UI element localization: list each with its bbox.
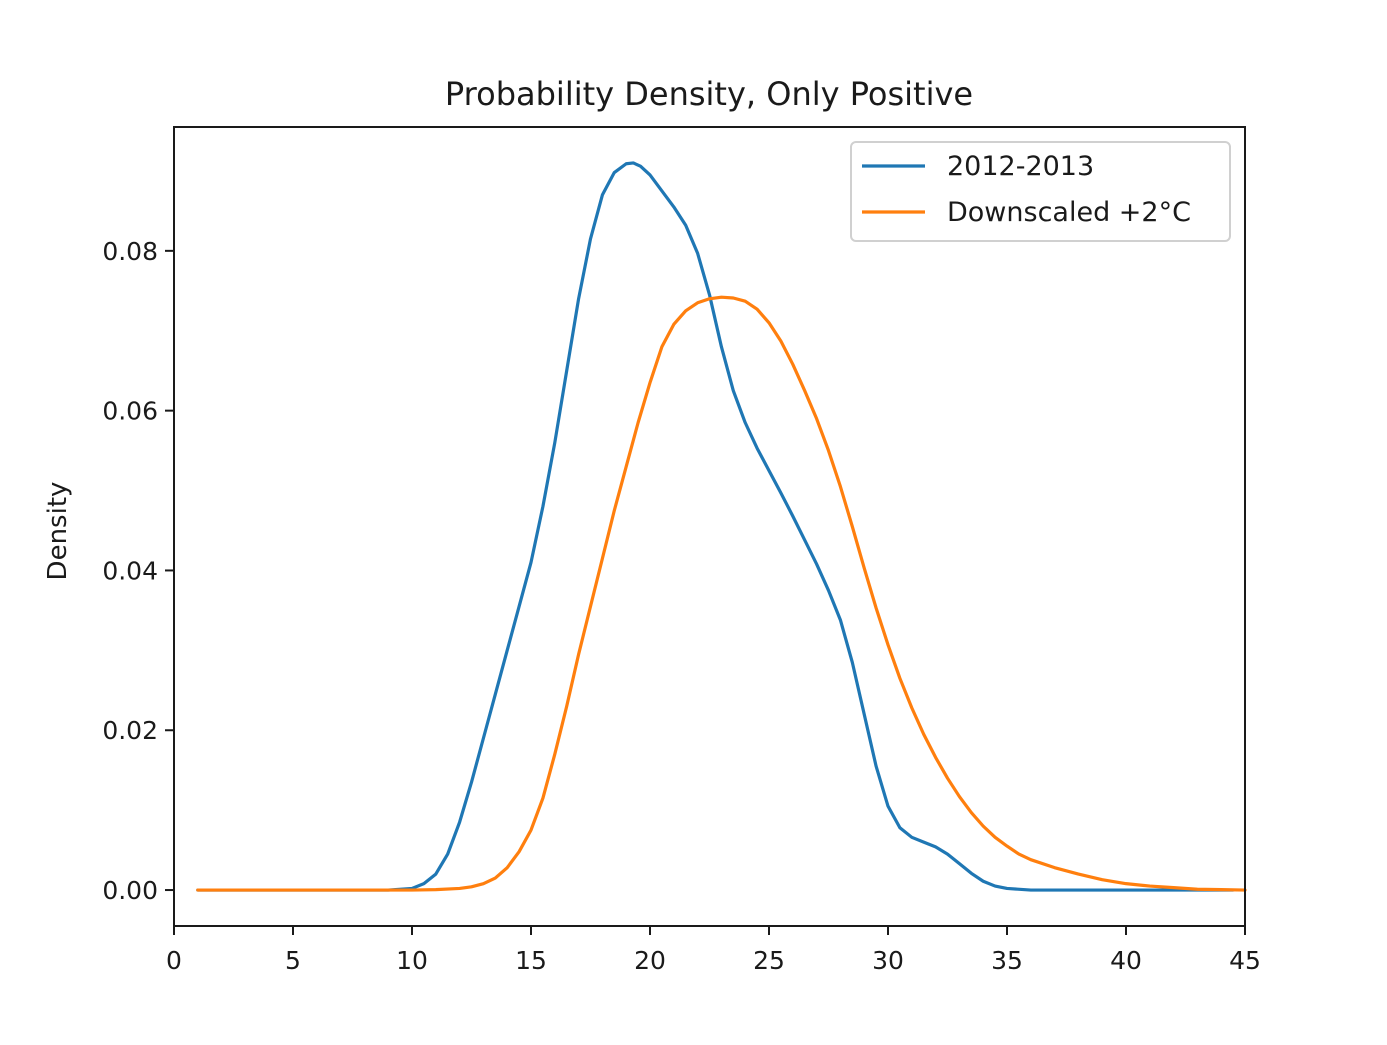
- y-axis-label: Density: [43, 482, 73, 581]
- chart-title: Probability Density, Only Positive: [445, 75, 973, 113]
- x-tick-label: 10: [396, 946, 428, 975]
- x-tick-label: 15: [515, 946, 547, 975]
- legend-box: [850, 141, 1231, 242]
- legend: 2012-2013 Downscaled +2°C: [850, 141, 1231, 242]
- y-tick-label: 0.04: [102, 556, 158, 585]
- x-tick-label: 45: [1229, 946, 1261, 975]
- x-tick-label: 25: [753, 946, 785, 975]
- x-tick-label: 5: [285, 946, 301, 975]
- series-line-0: [196, 161, 1235, 892]
- legend-label-1: Downscaled +2°C: [947, 197, 1191, 228]
- x-tick-label: 40: [1110, 946, 1142, 975]
- y-tick-label: 0.06: [102, 397, 158, 426]
- series-layer: [196, 161, 1247, 892]
- x-tick-label: 35: [991, 946, 1023, 975]
- x-tick-label: 30: [872, 946, 904, 975]
- y-tick-label: 0.02: [102, 716, 158, 745]
- axes-layer: 0 5 10 15 20 25 30 35 40 45 0.00 0.02 0.04 0.06 0.08: [102, 126, 1261, 975]
- legend-label-0: 2012-2013: [947, 151, 1094, 182]
- y-tick-label: 0.08: [102, 237, 158, 266]
- plot-frame: [173, 126, 1246, 927]
- series-line-1: [196, 295, 1247, 892]
- y-tick-label: 0.00: [102, 876, 158, 905]
- x-tick-label: 20: [634, 946, 666, 975]
- x-tick-label: 0: [166, 946, 182, 975]
